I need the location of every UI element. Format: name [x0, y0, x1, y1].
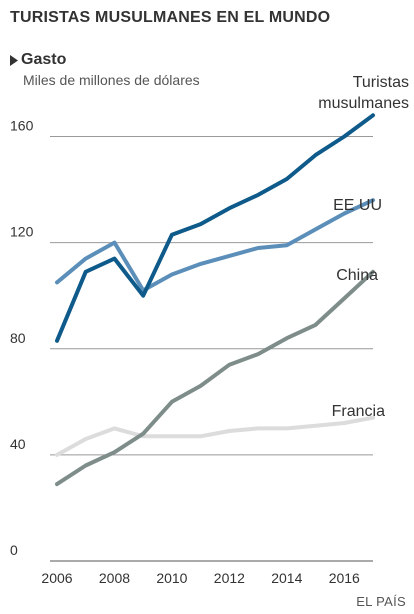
- x-tick-label: 2010: [156, 570, 187, 586]
- x-tick-label: 2016: [329, 570, 360, 586]
- x-tick-label: 2008: [99, 570, 130, 586]
- source-credit: EL PAÍS: [356, 594, 406, 609]
- x-tick-label: 2006: [41, 570, 72, 586]
- section-label: Gasto: [21, 51, 67, 68]
- series-label: China: [336, 267, 378, 284]
- chart-subtitle: Gasto: [10, 51, 66, 69]
- series-line-ee-uu: [55, 198, 375, 293]
- series-label: EE UU: [333, 197, 382, 214]
- y-tick-label: 160: [10, 118, 34, 134]
- series-label: Turistas: [353, 74, 409, 91]
- series-line-turistas-musulmanes: [55, 113, 375, 343]
- unit-label: Miles de millones de dólares: [23, 72, 200, 88]
- series-label: musulmanes: [318, 95, 409, 112]
- y-tick-label: 120: [10, 224, 34, 240]
- series-line-china: [55, 269, 375, 487]
- series-label: Francia: [332, 403, 385, 420]
- triangle-marker-icon: [10, 54, 18, 66]
- y-tick-label: 80: [10, 330, 26, 346]
- y-tick-label: 0: [10, 542, 18, 558]
- chart-title: TURISTAS MUSULMANES EN EL MUNDO: [10, 9, 331, 26]
- y-tick-label: 40: [10, 436, 26, 452]
- x-tick-label: 2014: [271, 570, 302, 586]
- x-tick-label: 2012: [214, 570, 245, 586]
- series-line-francia: [55, 415, 375, 457]
